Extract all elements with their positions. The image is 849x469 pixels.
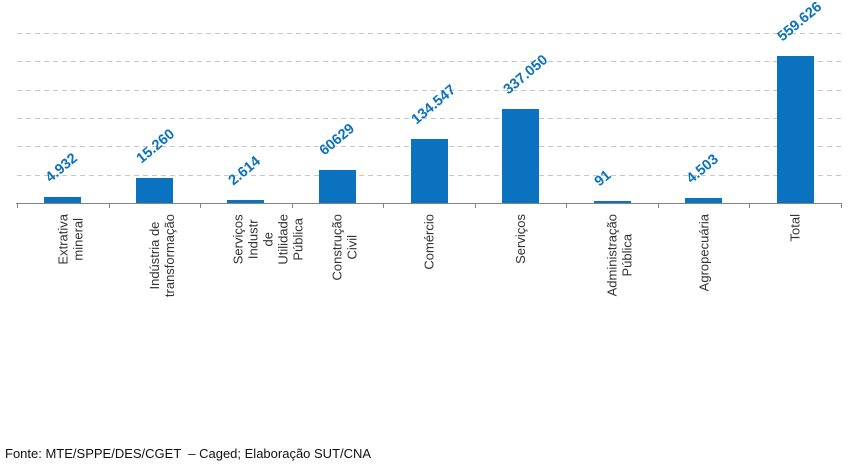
bar-value-label: 337.050 (500, 52, 551, 98)
x-axis-label: Total (787, 214, 803, 242)
bar-value-label: 2.614 (225, 153, 264, 189)
bar (44, 197, 82, 203)
bar (593, 201, 631, 203)
bar-value-label: 559.626 (774, 0, 826, 45)
axis-tick (657, 203, 659, 208)
gridline (17, 61, 841, 63)
source-note: Fonte: MTE/SPPE/DES/CGET – Caged; Elabor… (5, 446, 372, 461)
bar-value-label: 91 (591, 167, 615, 190)
x-axis-line (16, 202, 842, 204)
x-axis-label: Construção Civil (329, 214, 360, 281)
bar (776, 56, 814, 203)
bar (135, 178, 173, 203)
bar (410, 139, 448, 203)
bar (318, 170, 356, 203)
plot-area: 4.932 Extrativa mineral 15.260 Indústria de… (16, 0, 842, 298)
bar (685, 198, 723, 203)
x-axis-label: Agropecuária (696, 214, 712, 292)
axis-tick (841, 203, 842, 208)
bar (502, 109, 540, 203)
x-axis-label: Administração Pública (604, 214, 635, 297)
x-axis-label: Serviços Industr de Utilidade Pública (230, 214, 306, 265)
axis-tick (566, 203, 568, 208)
gridline (17, 89, 841, 91)
x-axis-label: Serviços (513, 214, 529, 264)
axis-tick (383, 203, 385, 208)
axis-tick (474, 203, 476, 208)
bar-value-label: 60629 (317, 120, 359, 159)
x-axis-label: Indústria de transformação (146, 214, 177, 298)
axis-tick (108, 203, 110, 208)
axis-tick (749, 203, 751, 208)
bar-value-label: 4.503 (683, 151, 722, 187)
gridline (17, 118, 841, 119)
x-axis-label: Extrativa mineral (55, 214, 86, 265)
axis-tick (17, 203, 18, 208)
axis-tick (200, 203, 202, 208)
bar (227, 200, 265, 203)
gridline (17, 33, 841, 34)
x-axis-label: Comércio (421, 214, 437, 270)
bar-value-label: 4.932 (42, 150, 81, 186)
axis-tick (291, 203, 293, 208)
